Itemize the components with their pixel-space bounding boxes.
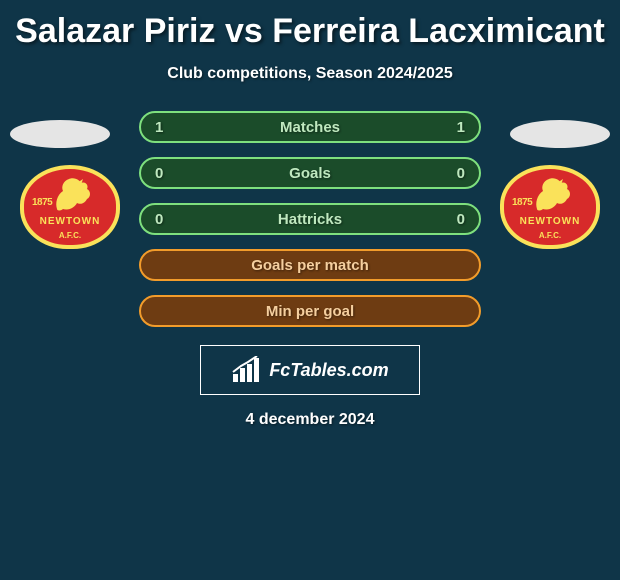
date-line: 4 december 2024 bbox=[0, 411, 620, 429]
griffin-icon bbox=[527, 173, 573, 213]
bar-chart-icon bbox=[231, 356, 263, 384]
stat-row-goals-per-match: Goals per match bbox=[139, 249, 481, 281]
watermark-text: FcTables.com bbox=[269, 360, 388, 381]
stat-right-value: 0 bbox=[457, 211, 465, 228]
stat-left-value: 0 bbox=[155, 165, 163, 182]
stat-left-value: 0 bbox=[155, 211, 163, 228]
stat-row-min-per-goal: Min per goal bbox=[139, 295, 481, 327]
badge-town: NEWTOWN bbox=[24, 216, 116, 227]
badge-year: 1875 bbox=[32, 197, 52, 208]
player-right-avatar-placeholder bbox=[510, 120, 610, 148]
subtitle: Club competitions, Season 2024/2025 bbox=[0, 65, 620, 83]
badge-town: NEWTOWN bbox=[504, 216, 596, 227]
stat-label: Goals bbox=[289, 165, 331, 182]
badge-suffix: A.F.C. bbox=[24, 232, 116, 241]
stat-left-value: 1 bbox=[155, 119, 163, 136]
stat-row-matches: 1 Matches 1 bbox=[139, 111, 481, 143]
stat-label: Min per goal bbox=[266, 303, 354, 320]
page-title: Salazar Piriz vs Ferreira Lacximicant bbox=[0, 0, 620, 51]
griffin-icon bbox=[47, 173, 93, 213]
club-badge-left: 1875 NEWTOWN A.F.C. bbox=[20, 165, 120, 249]
player-left-avatar-placeholder bbox=[10, 120, 110, 148]
badge-suffix: A.F.C. bbox=[504, 232, 596, 241]
stat-label: Matches bbox=[280, 119, 340, 136]
watermark: FcTables.com bbox=[200, 345, 420, 395]
stat-row-goals: 0 Goals 0 bbox=[139, 157, 481, 189]
stat-row-hattricks: 0 Hattricks 0 bbox=[139, 203, 481, 235]
badge-year: 1875 bbox=[512, 197, 532, 208]
club-badge-right: 1875 NEWTOWN A.F.C. bbox=[500, 165, 600, 249]
stat-label: Goals per match bbox=[251, 257, 369, 274]
stats-column: 1 Matches 1 0 Goals 0 0 Hattricks 0 Goal… bbox=[139, 111, 481, 327]
comparison-area: 1875 NEWTOWN A.F.C. 1875 NEWTOWN A.F.C. … bbox=[0, 111, 620, 429]
stat-label: Hattricks bbox=[278, 211, 342, 228]
stat-right-value: 1 bbox=[457, 119, 465, 136]
stat-right-value: 0 bbox=[457, 165, 465, 182]
